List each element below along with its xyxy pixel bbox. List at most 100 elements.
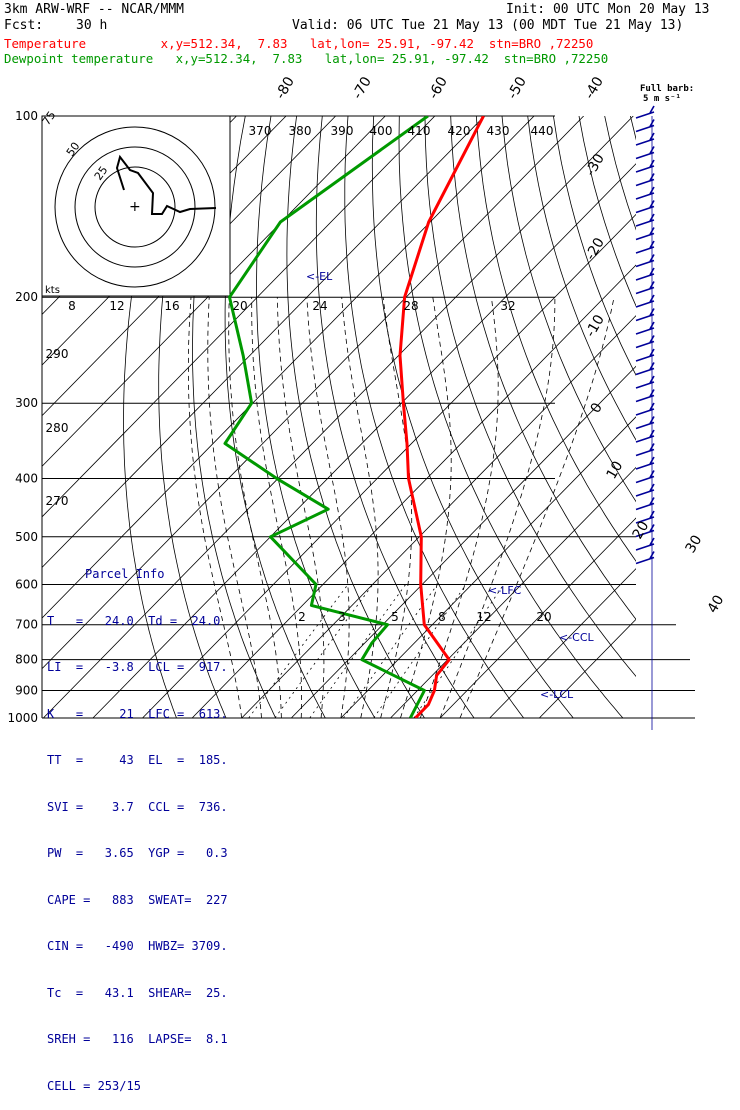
wind-barb (636, 315, 654, 321)
wind-barb (636, 463, 654, 469)
wind-barb (636, 112, 654, 118)
mixing-ratio-label: 5 (391, 610, 399, 624)
dry-adiabat-line (630, 116, 740, 718)
mixing-ratio-label: 3 (338, 610, 346, 624)
isotherm-label: -60 (426, 74, 451, 102)
dry-adiabat-line (579, 116, 740, 718)
pressure-label: 700 (15, 618, 38, 632)
moist-adiabat-line (420, 297, 498, 718)
moist-adiabat-line (381, 297, 412, 718)
dry-adiabat-line (528, 116, 740, 718)
wind-barb (636, 220, 654, 226)
hodograph-tick-label: 20 (232, 299, 247, 313)
pressure-label: 100 (15, 109, 38, 123)
isotherm-label: 0 (588, 400, 606, 416)
dewpoint-line (225, 116, 428, 718)
wind-barb (636, 409, 654, 415)
wind-barb (636, 382, 654, 388)
wind-barb (636, 261, 654, 267)
parcel-info-panel: Parcel Info T = 24.0 Td = 24.0 LI = -3.8… (47, 536, 237, 726)
dry-adiabat-label: 370 (249, 124, 272, 138)
wind-barb (636, 504, 654, 510)
parcel-row: LI = -3.8 LCL = 917. (47, 660, 237, 676)
pressure-label: 500 (15, 530, 38, 544)
isotherm-label: -70 (350, 74, 375, 102)
pressure-label: 600 (15, 577, 38, 591)
mixing-ratio-label: 8 (438, 610, 446, 624)
isotherm-label: 30 (683, 533, 706, 556)
wind-barb (636, 139, 654, 145)
wind-barb (636, 490, 654, 496)
level-annotation: <-EL (306, 270, 333, 283)
wind-barb (636, 193, 654, 199)
wind-barb (636, 477, 654, 483)
wind-barb (636, 288, 654, 294)
parcel-row: CIN = -490 HWBZ= 3709. (47, 939, 237, 955)
dry-adiabat-label: 400 (370, 124, 393, 138)
isotherm-label: -50 (505, 74, 530, 102)
wind-barb (636, 369, 654, 375)
parcel-row: CAPE = 883 SWEAT= 227 (47, 893, 237, 909)
model-title: 3km ARW-WRF -- NCAR/MMM (4, 3, 184, 17)
mixing-ratio-label: 12 (476, 610, 491, 624)
dry-adiabat-label: 440 (531, 124, 554, 138)
level-annotation: <-LCL (540, 688, 574, 701)
moist-adiabat-line (460, 297, 614, 718)
parcel-info-title: Parcel Info (47, 567, 237, 583)
hodograph-tick-label: 16 (164, 299, 179, 313)
wind-barb (636, 396, 654, 402)
isotherm-label: 40 (705, 593, 728, 616)
dry-adiabat-label: 290 (46, 347, 69, 361)
dry-adiabat-label: 390 (331, 124, 354, 138)
wind-barb (636, 342, 654, 348)
parcel-row: K = 21 LFC = 613. (47, 707, 237, 723)
dry-adiabat-line (399, 116, 623, 718)
temperature-line (400, 116, 484, 718)
dry-adiabat-label: 420 (448, 124, 471, 138)
pressure-label: 900 (15, 683, 38, 697)
wind-barb (636, 166, 654, 172)
dry-adiabat-line (316, 116, 474, 718)
wind-barb (636, 126, 654, 132)
isotherm-line (391, 116, 740, 718)
wind-barb (636, 544, 654, 550)
init-time: Init: 00 UTC Mon 20 May 13 (506, 3, 710, 17)
dry-adiabat-label: 430 (487, 124, 510, 138)
pressure-label: 1000 (7, 711, 38, 725)
wind-barb (636, 301, 654, 307)
isotherm-line (291, 116, 740, 718)
isotherm-label: 20 (630, 519, 653, 542)
mixing-ratio-label: 2 (298, 610, 306, 624)
pressure-label: 400 (15, 471, 38, 485)
level-annotation: <-LFC (488, 584, 522, 597)
fcst-value: 30 h (76, 19, 107, 33)
wind-barb (636, 207, 654, 213)
hodograph-tick-label: 12 (109, 299, 124, 313)
dry-adiabat-line (707, 116, 740, 718)
parcel-row: SVI = 3.7 CCL = 736. (47, 800, 237, 816)
hodograph-tick-label: 32 (500, 299, 515, 313)
isotherm-line (539, 116, 740, 718)
wind-barb (636, 274, 654, 280)
temperature-legend: Temperature x,y=512.34, 7.83 lat,lon= 25… (4, 37, 593, 51)
parcel-row: PW = 3.65 YGP = 0.3 (47, 846, 237, 862)
dry-adiabat-label: 380 (289, 124, 312, 138)
isotherm-line (192, 116, 740, 718)
wind-barb (636, 153, 654, 159)
wind-barbs (636, 106, 654, 730)
isotherm-label: -30 (583, 151, 608, 179)
dry-adiabat-line (656, 116, 740, 718)
dry-adiabat-label: 410 (408, 124, 431, 138)
hodograph-tick-label: 24 (312, 299, 327, 313)
mixing-ratio-lines (249, 584, 504, 718)
hodograph-tick-label: 8 (68, 299, 76, 313)
isotherm-line (341, 116, 740, 718)
dry-adiabat-line (502, 116, 740, 718)
dry-adiabat-line (257, 116, 375, 718)
wind-barb (636, 234, 654, 240)
wind-barb (636, 558, 654, 564)
isotherm-label: -20 (583, 235, 608, 263)
hodograph-center: + (129, 199, 141, 215)
wind-barb (636, 180, 654, 186)
